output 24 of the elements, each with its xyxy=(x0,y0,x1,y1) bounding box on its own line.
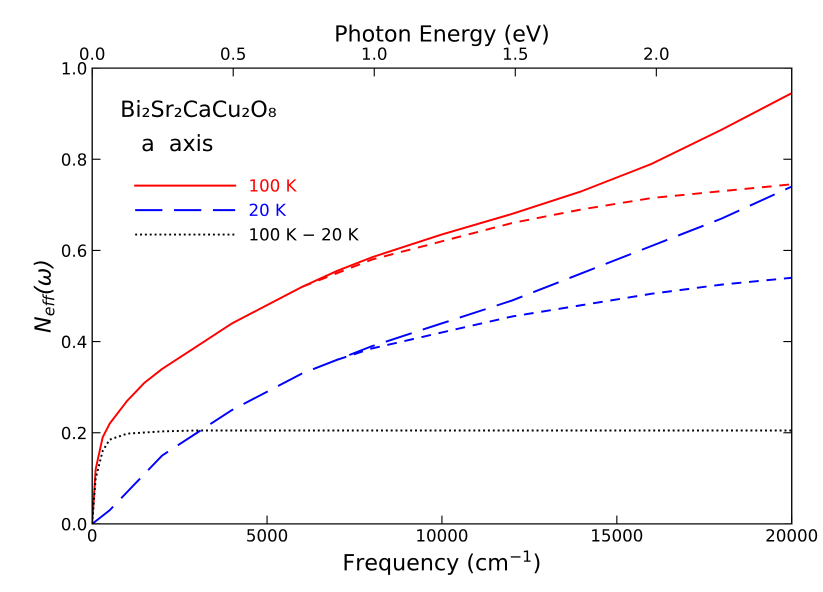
y-tick-label: 0.6 xyxy=(62,244,86,257)
x-tick-label: 15000 xyxy=(592,529,642,542)
text: 100 K xyxy=(250,179,297,192)
y-axis-title: N$_{eff}$(ω) xyxy=(34,261,54,332)
y-tick-label: 0.4 xyxy=(62,336,86,348)
x-tick-label: 5000 xyxy=(247,529,288,542)
x2-tick-label: 0.0 xyxy=(80,47,104,60)
x2-tick-label: 2.0 xyxy=(644,47,668,60)
x2-axis-title: Photon Energy (eV) xyxy=(336,24,548,46)
x2-tick-label: 1.0 xyxy=(362,47,386,60)
x-axis-title: Frequency (cm$^{−1}$) xyxy=(344,550,540,575)
annotation: Bi₂Sr₂CaCu₂O₈ xyxy=(122,100,276,118)
y-tick-label: 0.2 xyxy=(62,426,86,440)
x2-tick-label: 1.5 xyxy=(504,48,528,60)
y-tick-label: 0.8 xyxy=(62,153,86,166)
x2-tick-label: 0.5 xyxy=(221,47,246,60)
x-tick-label: 0 xyxy=(88,529,96,542)
annotation: a axis xyxy=(142,134,212,152)
text: 20 K xyxy=(250,204,286,216)
x-tick-label: 20000 xyxy=(766,529,818,542)
text: 100 K − 20 K xyxy=(250,228,359,241)
x-tick-label: 10000 xyxy=(417,529,468,542)
y-tick-label: 1.0 xyxy=(62,62,86,75)
y-tick-label: 0.0 xyxy=(62,518,86,530)
